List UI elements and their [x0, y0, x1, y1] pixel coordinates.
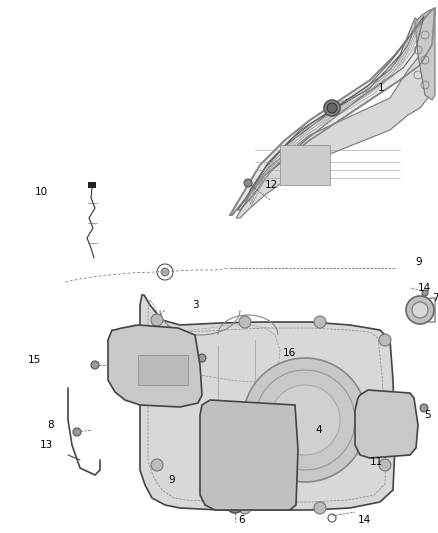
Circle shape: [161, 268, 169, 276]
Circle shape: [406, 296, 434, 324]
Text: 9: 9: [168, 475, 175, 485]
Circle shape: [368, 403, 412, 447]
Text: 13: 13: [40, 440, 53, 450]
Text: 16: 16: [283, 348, 296, 358]
Polygon shape: [108, 325, 202, 407]
Circle shape: [379, 334, 391, 346]
Circle shape: [244, 179, 252, 187]
Text: 4: 4: [315, 425, 321, 435]
Circle shape: [198, 354, 206, 362]
Text: 1: 1: [378, 83, 385, 93]
Text: 15: 15: [28, 355, 41, 365]
Circle shape: [151, 459, 163, 471]
Circle shape: [412, 302, 428, 318]
Bar: [88, 182, 96, 188]
Text: 12: 12: [265, 180, 278, 190]
Polygon shape: [355, 390, 418, 458]
Polygon shape: [140, 295, 395, 510]
Polygon shape: [200, 400, 298, 510]
Circle shape: [239, 316, 251, 328]
Text: 14: 14: [358, 515, 371, 525]
Polygon shape: [248, 18, 418, 200]
Circle shape: [243, 358, 367, 482]
Circle shape: [280, 495, 290, 505]
Circle shape: [210, 410, 220, 420]
Text: 6: 6: [238, 515, 245, 525]
Circle shape: [383, 418, 397, 432]
Circle shape: [214, 427, 270, 483]
Text: 8: 8: [47, 420, 53, 430]
Circle shape: [151, 314, 163, 326]
Text: 14: 14: [418, 283, 431, 293]
Circle shape: [224, 437, 260, 473]
Circle shape: [210, 495, 220, 505]
Circle shape: [422, 290, 428, 296]
Circle shape: [91, 361, 99, 369]
Circle shape: [280, 410, 290, 420]
Circle shape: [376, 411, 404, 439]
Text: 7: 7: [432, 293, 438, 303]
FancyBboxPatch shape: [280, 145, 330, 185]
Circle shape: [420, 404, 428, 412]
Polygon shape: [236, 50, 432, 218]
Circle shape: [73, 428, 81, 436]
FancyBboxPatch shape: [138, 355, 188, 385]
Text: 11: 11: [370, 457, 383, 467]
Polygon shape: [415, 8, 435, 100]
Circle shape: [324, 100, 340, 116]
Text: 9: 9: [415, 257, 422, 267]
Text: 3: 3: [192, 300, 198, 310]
Circle shape: [327, 103, 337, 113]
Text: 5: 5: [424, 410, 431, 420]
Circle shape: [232, 445, 252, 465]
Polygon shape: [230, 8, 435, 215]
Circle shape: [270, 385, 340, 455]
Circle shape: [314, 316, 326, 328]
Circle shape: [314, 502, 326, 514]
Circle shape: [239, 502, 251, 514]
Circle shape: [227, 497, 243, 513]
Circle shape: [379, 459, 391, 471]
Text: 10: 10: [35, 187, 48, 197]
